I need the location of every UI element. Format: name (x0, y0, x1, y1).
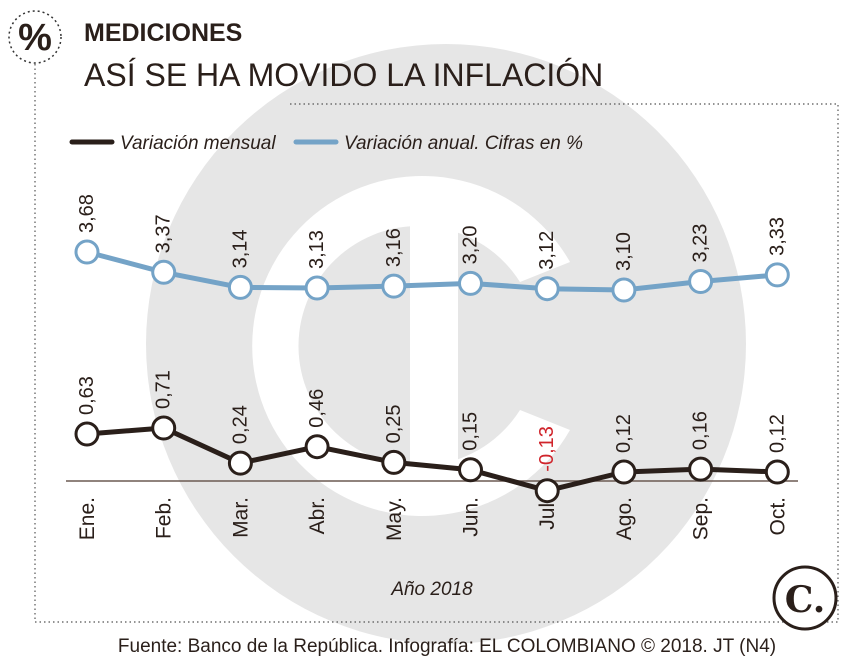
percent-icon: % (18, 17, 52, 59)
monthly-value-label: -0,13 (536, 426, 558, 472)
annual-point (381, 273, 407, 299)
legend: Variación mensual Variación anual. Cifra… (69, 133, 583, 154)
annual-point (688, 269, 714, 294)
x-tick-label: Sep. (690, 497, 713, 540)
brand-logo-circle (772, 565, 838, 631)
x-tick-label: Ago. (613, 497, 636, 540)
watermark-stem (410, 196, 458, 496)
monthly-point (764, 459, 790, 485)
monthly-value-label: 0,16 (690, 411, 712, 450)
annual-point (304, 275, 330, 301)
annual-point (458, 270, 483, 296)
annual-value-label: 3,10 (613, 232, 635, 271)
kicker-label: MEDICIONES (84, 19, 242, 47)
monthly-value-label: 0,12 (766, 414, 788, 453)
dotted-frame (34, 64, 839, 623)
annual-value-label: 3,37 (153, 214, 175, 253)
x-tick-label: Jun. (460, 497, 483, 537)
monthly-value-label: 0,63 (76, 376, 98, 415)
annual-value-label: 3,14 (229, 229, 251, 268)
page-title: ASÍ SE HA MOVIDO LA INFLACIÓN (84, 57, 603, 93)
monthly-value-label: 0,12 (613, 414, 635, 453)
annual-value-label: 3,16 (383, 228, 405, 267)
x-tick-label: Mar. (229, 497, 252, 538)
monthly-point (534, 478, 560, 504)
x-tick-label: Oct. (766, 497, 789, 536)
annual-value-label: 3,20 (460, 225, 482, 264)
x-tick-label: Ene. (76, 497, 99, 540)
monthly-point (74, 421, 100, 447)
monthly-point (304, 434, 330, 460)
monthly-point (688, 456, 714, 482)
annual-point (227, 274, 253, 300)
percent-badge (8, 10, 62, 64)
monthly-point (458, 457, 483, 483)
x-tick-label: May. (383, 497, 406, 541)
monthly-value-label: 0,15 (460, 412, 482, 451)
annual-value-label: 3,23 (690, 224, 712, 263)
value-labels-layer: 3,68 3,37 3,14 3,13 3,16 3,20 3,12 3,10 3,23 3,33… (76, 194, 788, 472)
monthly-value-label: 0,24 (229, 405, 251, 444)
brand-logo: C. (772, 565, 838, 631)
annual-value-label: 3,12 (536, 231, 558, 270)
x-axis-caption: Año 2018 (390, 579, 473, 600)
annual-point (611, 277, 637, 303)
watermark-logo (146, 44, 746, 644)
monthly-point (227, 450, 253, 476)
annual-point (764, 262, 790, 288)
annual-line (86, 249, 778, 293)
annual-value-label: 3,68 (76, 194, 98, 233)
x-axis: Ene. Feb. Mar. Abr. May. Jun. Jul. Ago. Sep. Oct. (76, 497, 789, 541)
annual-value-label: 3,13 (306, 230, 328, 269)
brand-logo-letter: C. (785, 579, 826, 621)
x-tick-label: Jul. (536, 497, 559, 530)
watermark-c-shape (252, 176, 570, 516)
monthly-point (381, 449, 407, 475)
annual-point (151, 259, 177, 285)
legend-label-monthly: Variación mensual (120, 133, 276, 154)
monthly-point (611, 459, 637, 485)
x-tick-label: Abr. (306, 497, 329, 534)
monthly-point (151, 415, 177, 441)
series-layer (74, 239, 790, 504)
annual-value-label: 3,33 (766, 217, 788, 256)
annual-point (534, 276, 560, 302)
header: % MEDICIONES ASÍ SE HA MOVIDO LA INFLACI… (8, 10, 603, 93)
annual-point (74, 239, 100, 265)
monthly-value-label: 0,46 (306, 389, 328, 428)
x-tick-label: Feb. (153, 497, 176, 539)
monthly-value-label: 0,71 (153, 370, 175, 409)
legend-label-annual: Variación anual. Cifras en % (344, 133, 583, 154)
monthly-line (86, 425, 778, 494)
source-credit: Fuente: Banco de la República. Infografí… (118, 636, 776, 657)
monthly-value-label: 0,25 (383, 404, 405, 443)
